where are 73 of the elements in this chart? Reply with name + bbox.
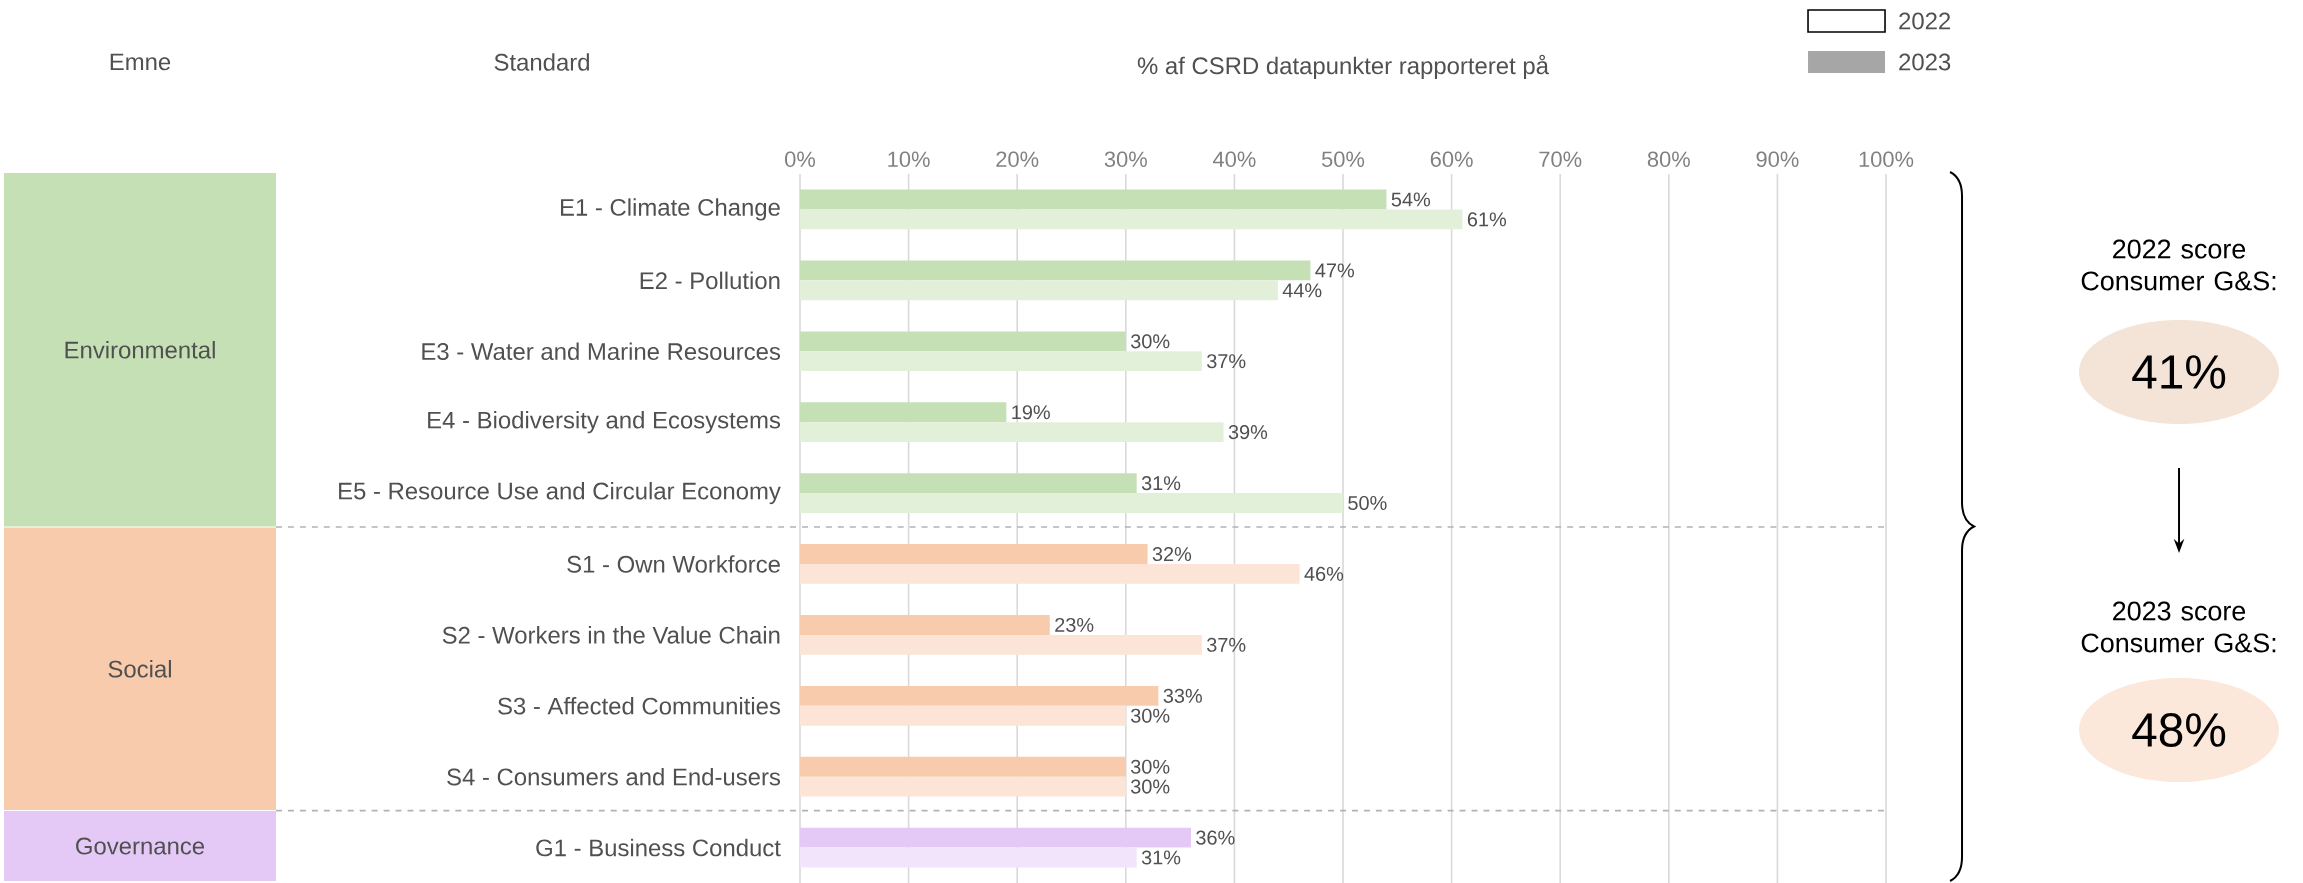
data-label: 31%	[1141, 476, 1181, 491]
x-tick-label: 90%	[1756, 151, 1799, 167]
data-label: 37%	[1206, 354, 1246, 369]
data-label: 36%	[1196, 830, 1235, 845]
x-tick-label: 0%	[785, 151, 816, 167]
x-tick-label: 20%	[996, 151, 1039, 167]
bar	[800, 351, 1202, 372]
text: 2022	[1899, 12, 1951, 30]
data-label: 61%	[1467, 212, 1507, 227]
data-label: 30%	[1130, 759, 1170, 774]
x-tick-label: 60%	[1430, 151, 1473, 167]
bar	[800, 705, 1126, 726]
bar	[800, 280, 1278, 301]
bar	[800, 402, 1007, 423]
y-tick-label: S2 - Workers in the Value Chain	[442, 626, 780, 644]
data-label: 54%	[1391, 192, 1431, 207]
x-axis-title: % af CSRD datapunkter rapporteret på	[1137, 54, 1549, 79]
y-tick-label: E5 - Resource Use and Circular Economy	[339, 481, 781, 505]
data-label: 32%	[1152, 547, 1192, 562]
x-tick-label: 40%	[1212, 151, 1256, 167]
data-label: 30%	[1130, 708, 1170, 723]
data-label: 30%	[1130, 779, 1170, 794]
y-tick-label: E4 - Biodiversity and Ecosystems	[428, 411, 781, 434]
text: 2023 score Consumer G&S:	[2081, 601, 2276, 653]
data-label: 37%	[1206, 637, 1246, 652]
x-tick-label: 70%	[1539, 151, 1582, 167]
text: 41%	[2132, 355, 2226, 389]
bar	[800, 473, 1137, 494]
text: 48%	[2132, 713, 2226, 747]
y-tick-label: S3 - Affected Communities	[498, 697, 781, 715]
bar	[800, 776, 1126, 797]
data-label: 31%	[1141, 850, 1181, 865]
bar	[800, 827, 1191, 848]
bar	[800, 331, 1126, 352]
bar	[800, 260, 1311, 281]
x-tick-label: 30%	[1104, 151, 1147, 167]
bar	[800, 493, 1344, 513]
data-label: 19%	[1012, 405, 1050, 420]
bar	[800, 685, 1159, 706]
y-tick-label: S4 - Consumers and End-users	[447, 767, 781, 786]
bar	[800, 847, 1137, 868]
bar	[800, 634, 1202, 655]
text: 2023	[1899, 53, 1951, 71]
data-label: 33%	[1163, 688, 1202, 703]
bar	[800, 544, 1148, 564]
bar	[800, 189, 1387, 210]
bar	[800, 209, 1463, 230]
y-tick-label: E3 - Water and Marine Resources	[422, 342, 781, 361]
bar	[800, 756, 1126, 777]
data-label: 44%	[1282, 283, 1322, 298]
data-label: 39%	[1228, 425, 1268, 440]
y-tick-label: E2 - Pollution	[640, 271, 780, 290]
data-label: 46%	[1304, 566, 1344, 581]
bar	[800, 615, 1050, 635]
y-tick-label: S1 - Own Workforce	[567, 555, 780, 573]
data-label: 23%	[1055, 617, 1094, 632]
bar	[800, 422, 1224, 443]
text: Governance	[76, 837, 205, 855]
text: 2022 score Consumer G&S:	[2081, 239, 2276, 291]
x-tick-label: 80%	[1647, 151, 1690, 167]
x-tick-label: 50%	[1321, 151, 1365, 167]
text: Environmental	[65, 341, 215, 359]
text: Social	[108, 660, 171, 678]
text: Standard	[494, 53, 589, 71]
x-tick-label: 10%	[888, 151, 930, 167]
text: Emne	[110, 53, 171, 71]
data-label: 30%	[1130, 334, 1170, 349]
y-tick-label: E1 - Climate Change	[560, 198, 780, 221]
y-tick-label: G1 - Business Conduct	[536, 838, 781, 857]
x-tick-label: 100%	[1859, 151, 1914, 167]
data-label: 47%	[1315, 263, 1355, 278]
data-label: 50%	[1348, 495, 1387, 511]
bar	[800, 563, 1300, 584]
